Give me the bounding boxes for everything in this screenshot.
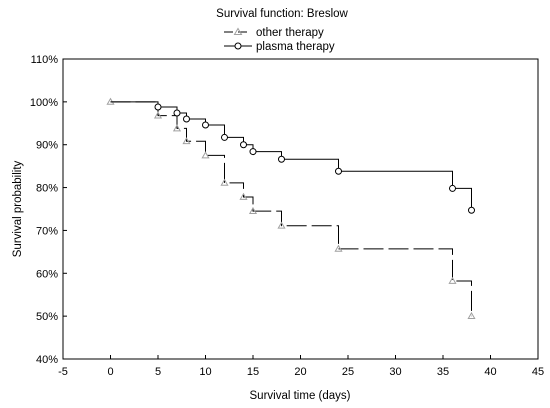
y-axis-label: Survival probability: [12, 160, 24, 257]
series-layer: [106, 97, 476, 320]
y-tick-label: 110%: [31, 54, 59, 66]
data-point-other-therapy: [277, 221, 286, 229]
data-point-plasma-therapy: [335, 167, 342, 175]
data-point-other-therapy: [201, 151, 210, 159]
x-tick-label: 10: [199, 366, 211, 378]
y-tick-label: 40%: [36, 354, 58, 366]
data-point-plasma-therapy: [154, 103, 162, 111]
data-point-plasma-therapy: [183, 115, 190, 123]
y-axis: 40% 50% 60% 70% 80% 90% 100% 110%: [30, 54, 67, 366]
data-point-plasma-therapy: [249, 148, 257, 156]
data-point-plasma-therapy: [173, 109, 181, 117]
y-tick-label: 70%: [36, 225, 58, 237]
y-tick-label: 60%: [36, 268, 58, 280]
data-point-other-therapy: [248, 206, 258, 215]
x-tick-label: 45: [532, 366, 544, 378]
legend-item-other-therapy: other therapy: [224, 27, 324, 39]
data-point-other-therapy: [153, 111, 163, 119]
legend-label-plasma-therapy: plasma therapy: [256, 41, 335, 53]
data-point-other-therapy: [182, 137, 191, 145]
x-tick-label: 30: [389, 366, 401, 378]
x-tick-label: 35: [437, 366, 449, 378]
data-point-plasma-therapy: [240, 141, 247, 149]
legend-marker-other-therapy-icon: [233, 27, 243, 35]
data-point-other-therapy: [334, 244, 343, 252]
x-tick-label: 20: [294, 366, 306, 378]
legend-item-plasma-therapy: plasma therapy: [224, 41, 335, 53]
x-tick-label: 5: [155, 366, 161, 378]
x-tick-label: 25: [342, 366, 354, 378]
data-point-other-therapy: [172, 124, 182, 132]
x-tick-label: 15: [247, 366, 259, 378]
x-axis-label: Survival time (days): [250, 390, 351, 402]
data-point-other-therapy: [448, 276, 457, 284]
data-point-plasma-therapy: [202, 121, 209, 129]
data-point-other-therapy: [220, 178, 229, 186]
y-tick-label: 100%: [30, 97, 58, 109]
x-tick-label: -5: [58, 366, 68, 378]
data-point-plasma-therapy: [221, 133, 228, 141]
data-point-other-therapy: [467, 311, 476, 320]
data-point-plasma-therapy: [278, 155, 285, 163]
x-axis: -5 0 5 10 15 20 25 30 35 40 45: [58, 355, 544, 378]
x-tick-label: 40: [484, 366, 496, 378]
series-line-other-therapy: [110, 101, 472, 317]
legend-marker-plasma-therapy-icon: [234, 42, 242, 50]
plot-area: [62, 58, 539, 360]
data-point-plasma-therapy: [468, 206, 475, 214]
y-tick-label: 80%: [36, 183, 58, 195]
y-tick-label: 50%: [36, 311, 58, 323]
x-tick-label: 0: [107, 366, 113, 378]
series-line-plasma-therapy: [110, 101, 472, 211]
legend-label-other-therapy: other therapy: [256, 27, 324, 39]
data-point-plasma-therapy: [449, 184, 456, 192]
y-tick-label: 90%: [36, 140, 58, 152]
data-point-other-therapy: [239, 192, 248, 200]
legend: other therapy plasma therapy: [224, 27, 335, 53]
chart-title: Survival function: Breslow: [216, 8, 348, 20]
